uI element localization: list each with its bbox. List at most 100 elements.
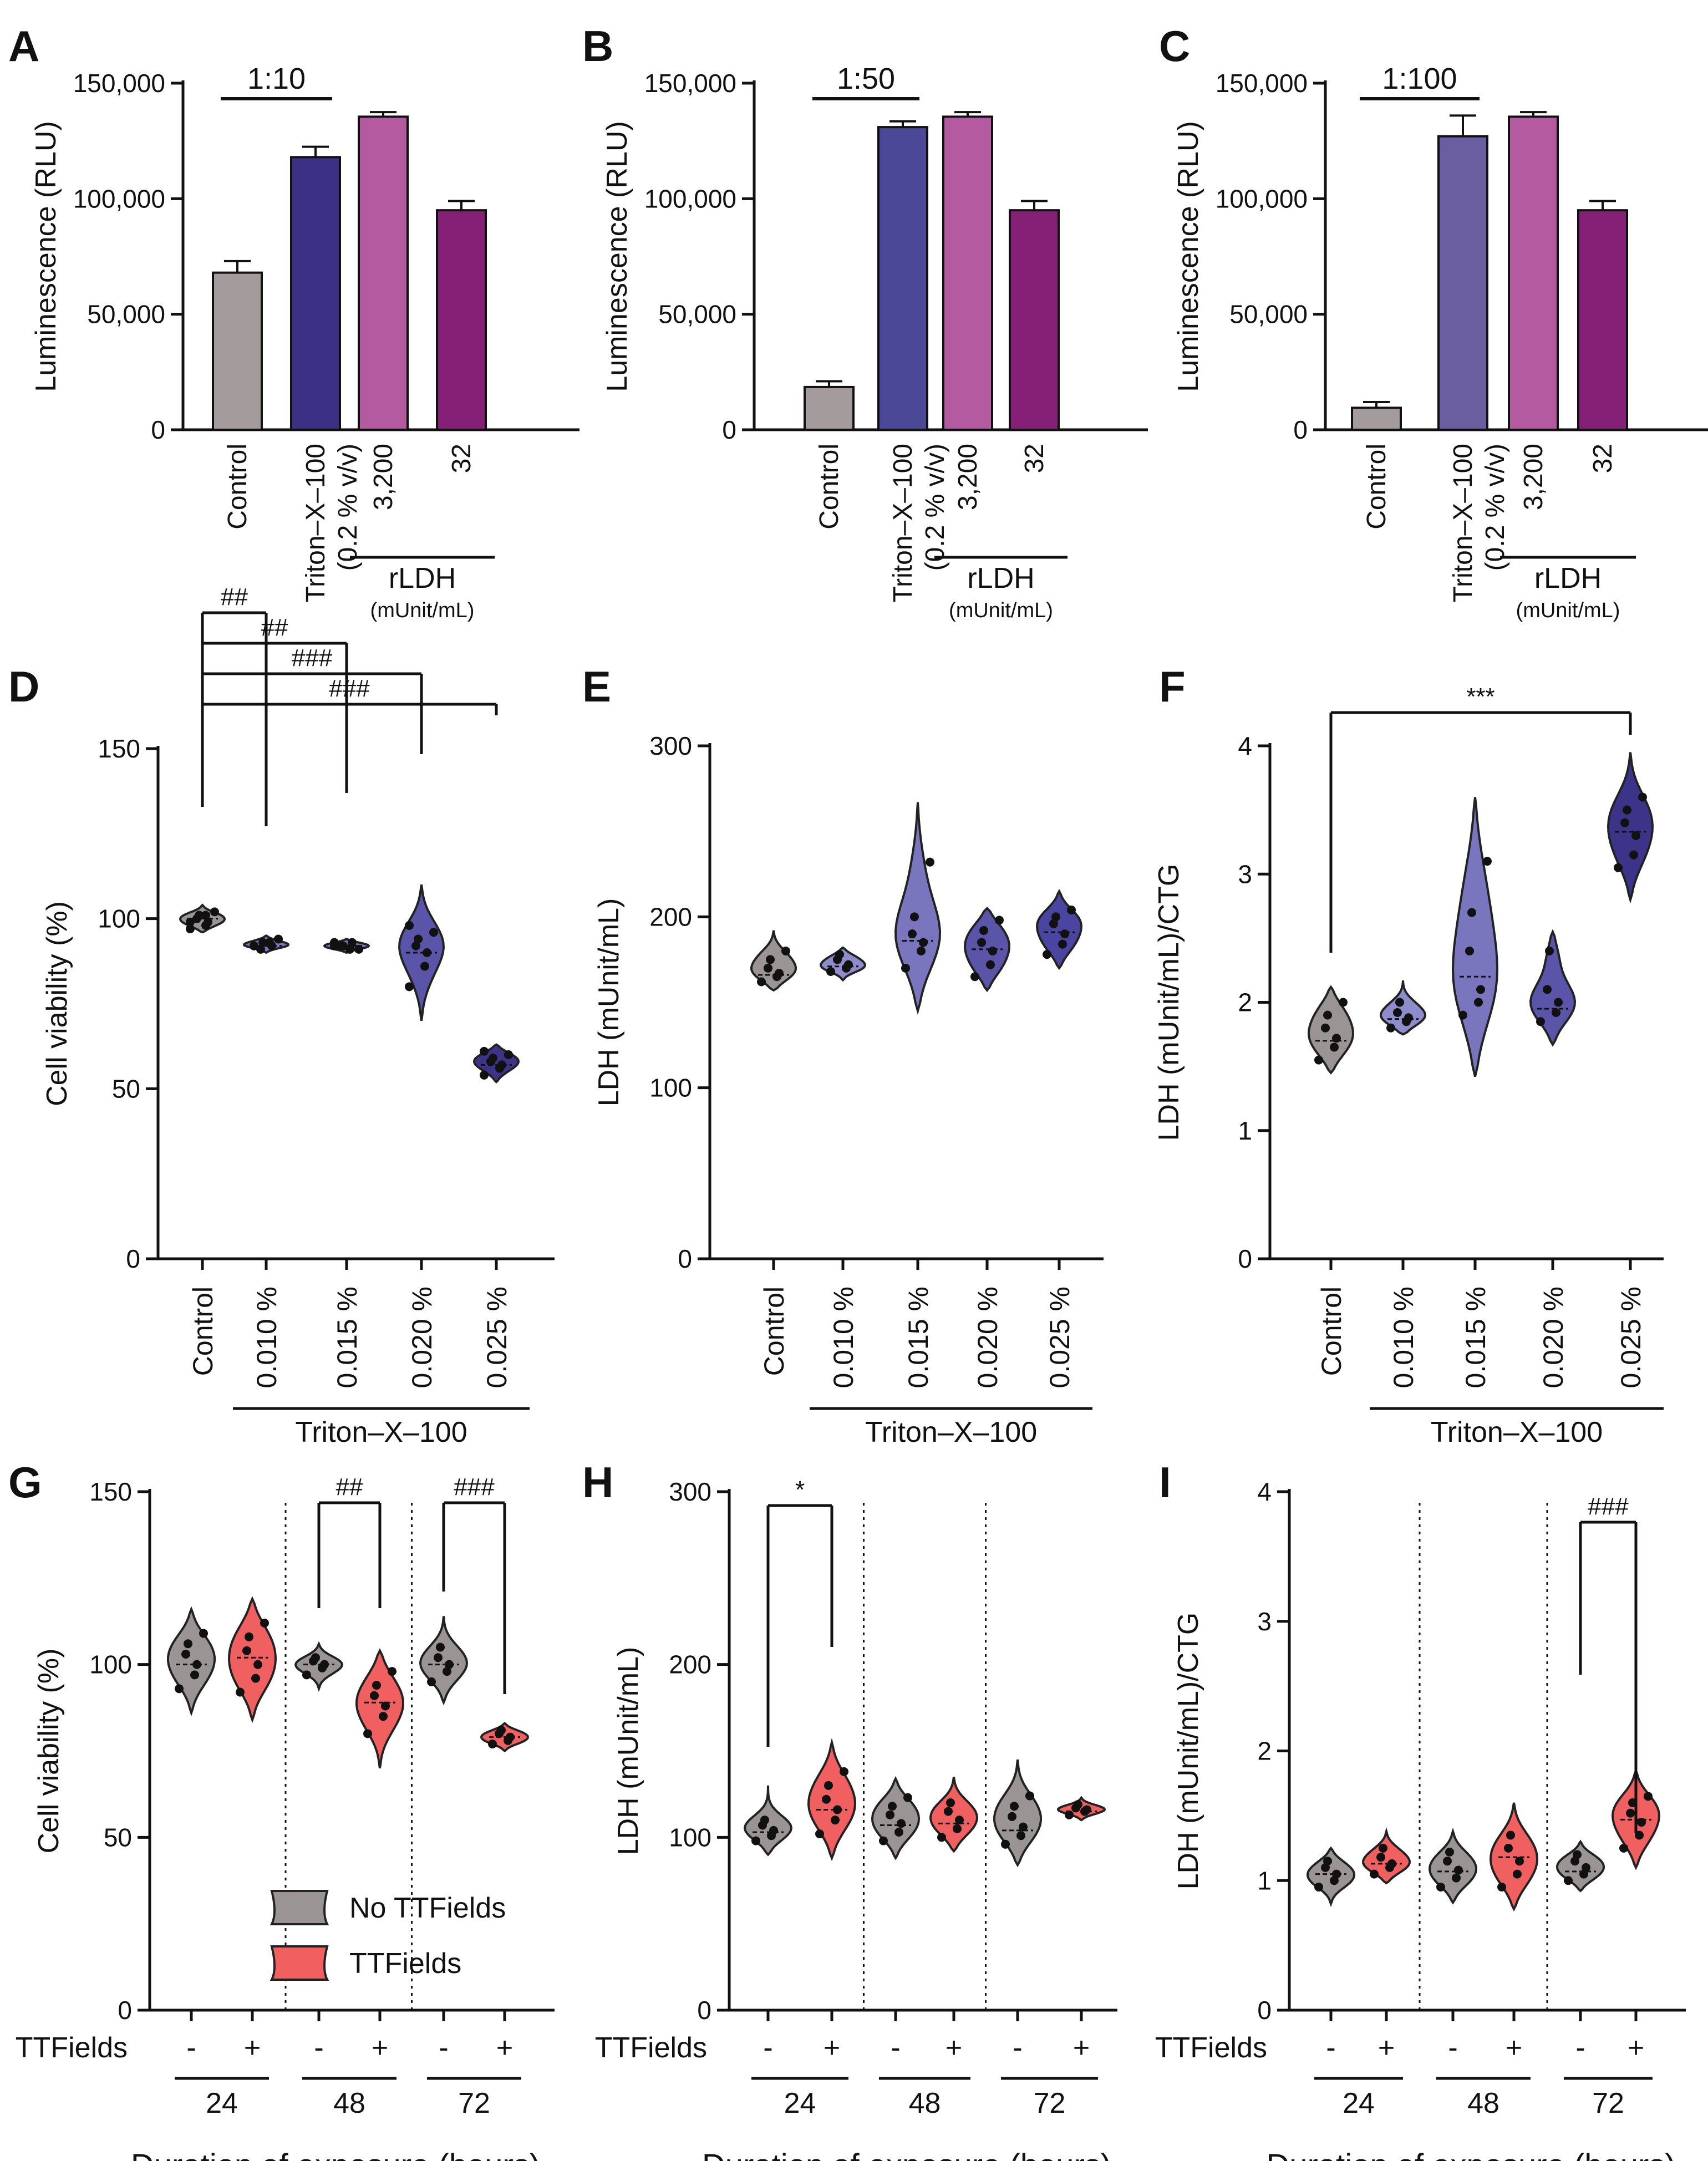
panel-letter: F [1159, 662, 1186, 711]
legend-swatch [270, 1890, 329, 1925]
panel-letter: D [8, 662, 39, 711]
y-tick-label: 3 [1238, 860, 1252, 888]
violin [1489, 1802, 1539, 1912]
y-tick-label: 50 [104, 1823, 132, 1852]
data-point [1620, 818, 1629, 827]
violin [1556, 1839, 1605, 1893]
data-point [822, 1794, 831, 1804]
y-axis-title: LDH (mUnit/mL) [593, 898, 625, 1107]
violin [227, 1596, 277, 1723]
data-point [1330, 1043, 1339, 1052]
data-point [917, 947, 926, 955]
category-label: 32 [447, 444, 476, 473]
y-tick-label: 0 [126, 1244, 140, 1273]
data-point [1058, 939, 1067, 949]
data-point [1619, 1843, 1628, 1853]
data-point [1393, 1008, 1402, 1017]
data-point [420, 962, 429, 971]
group-label: 24 [1343, 2087, 1375, 2119]
data-point [1483, 857, 1492, 866]
data-point [826, 967, 835, 976]
data-point [1323, 1857, 1332, 1866]
y-tick-label: 0 [1238, 1244, 1252, 1273]
data-point [1387, 1859, 1396, 1868]
data-point [423, 948, 431, 957]
group-label: 72 [1592, 2087, 1624, 2119]
violin [355, 1648, 405, 1769]
dilution-label: 1:100 [1382, 62, 1457, 95]
significance-label: ## [261, 614, 288, 641]
dilution-label: 1:10 [247, 62, 306, 95]
y-tick-label: 4 [1238, 731, 1252, 760]
data-point [1513, 1869, 1522, 1879]
data-point [1332, 1869, 1341, 1879]
bar [1508, 115, 1559, 431]
data-point [245, 1632, 253, 1641]
violin [1379, 980, 1427, 1036]
data-point [1635, 1831, 1644, 1840]
data-point [886, 1810, 894, 1819]
category-sublabel: (0.2 % v/v) [1481, 444, 1510, 571]
category-label: Control [223, 444, 252, 530]
data-point [1644, 1792, 1653, 1801]
group-label: Triton–X–100 [1431, 1416, 1603, 1448]
y-axis-title: LDH (mUnit/mL) [612, 1647, 644, 1855]
category-label: 0.025 % [1615, 1287, 1646, 1388]
bar [436, 209, 487, 431]
y-tick-label: 2 [1257, 1737, 1272, 1766]
data-point [489, 1054, 497, 1063]
data-point [751, 1836, 760, 1845]
data-point [1008, 1812, 1016, 1821]
category-label: Control [759, 1287, 790, 1376]
panel-letter: I [1159, 1458, 1171, 1507]
bar [290, 156, 341, 431]
data-point [381, 1701, 390, 1711]
category-label: Triton–X–100 [1448, 444, 1478, 602]
data-point [348, 938, 357, 947]
group-label: 48 [909, 2087, 941, 2119]
y-axis-title: Cell viability (%) [33, 1649, 65, 1854]
data-point [253, 1660, 262, 1669]
data-point [339, 941, 348, 950]
data-point [1623, 805, 1631, 815]
data-point [1323, 1010, 1332, 1020]
data-point [988, 947, 997, 955]
y-tick-label: 150,000 [1216, 69, 1308, 98]
y-tick-label: 1 [1238, 1116, 1252, 1145]
y-tick-label: 0 [697, 1996, 711, 2025]
violin [871, 1776, 921, 1860]
y-tick-label: 50 [112, 1074, 140, 1103]
data-point [274, 934, 283, 944]
data-point [970, 972, 979, 982]
violin [1607, 752, 1654, 904]
data-point [256, 944, 265, 954]
data-point [1458, 1010, 1467, 1020]
data-point [775, 969, 784, 978]
data-point [379, 1712, 388, 1721]
data-point [1404, 1013, 1413, 1023]
y-tick-label: 100 [89, 1650, 132, 1679]
data-point [1452, 1873, 1461, 1883]
data-point [311, 1653, 320, 1662]
data-point [480, 1046, 489, 1056]
group-label: rLDH [389, 562, 456, 594]
bar [212, 271, 263, 431]
data-point [405, 982, 414, 991]
data-point [1497, 1882, 1506, 1891]
panel-H: 0 100 200 300 LDH (mUnit/mL) H * TTFields - + - + - +… [582, 1458, 1117, 2161]
category-label: 0.010 % [1388, 1287, 1419, 1388]
significance-label: ### [329, 675, 370, 702]
data-point [1065, 1810, 1074, 1819]
sign-label: - [1448, 2032, 1457, 2064]
data-point [330, 938, 339, 947]
data-point [488, 1740, 497, 1749]
violin [1306, 1846, 1356, 1908]
data-point [506, 1732, 515, 1742]
data-point [186, 917, 195, 927]
y-tick-label: 50,000 [87, 300, 165, 329]
sign-label: + [1628, 2032, 1644, 2064]
data-point [1554, 998, 1563, 1007]
data-point [504, 1050, 513, 1059]
data-point [1379, 1843, 1387, 1853]
data-point [919, 938, 928, 947]
